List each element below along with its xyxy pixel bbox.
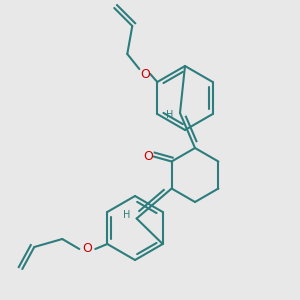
Text: H: H (166, 110, 174, 120)
Text: O: O (140, 68, 150, 80)
Text: O: O (82, 242, 92, 256)
Text: H: H (123, 211, 130, 220)
Text: O: O (144, 150, 154, 163)
